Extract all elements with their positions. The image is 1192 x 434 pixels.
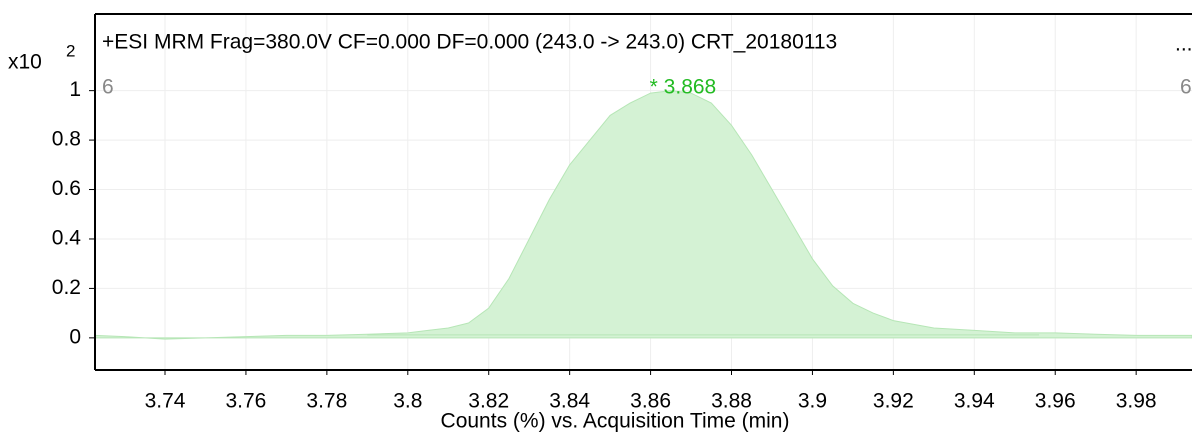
x-tick-label: 3.74 xyxy=(145,390,186,413)
y-tick-label: 0.6 xyxy=(52,177,81,200)
x-tick-label: 3.9 xyxy=(798,390,827,413)
plot-area xyxy=(94,14,1192,370)
x-tick-label: 3.94 xyxy=(954,390,995,413)
y-multiplier: x10 xyxy=(8,51,42,74)
x-tick-label: 3.98 xyxy=(1116,390,1157,413)
left-label: 6 xyxy=(102,76,114,99)
x-tick-label: 3.76 xyxy=(225,390,266,413)
x-tick-label: 3.8 xyxy=(393,390,422,413)
y-tick-label: 0.8 xyxy=(52,128,81,151)
x-tick-label: 3.96 xyxy=(1035,390,1076,413)
x-tick-label: 3.92 xyxy=(873,390,914,413)
y-tick-label: 0 xyxy=(69,325,81,348)
y-tick-label: 0.4 xyxy=(52,227,82,250)
x-axis-label: Counts (%) vs. Acquisition Time (min) xyxy=(441,410,790,433)
x-tick-label: 3.84 xyxy=(549,390,590,413)
chart-title: +ESI MRM Frag=380.0V CF=0.000 DF=0.000 (… xyxy=(102,31,837,54)
y-tick-label: 1 xyxy=(69,78,81,101)
peak-label: * 3.868 xyxy=(650,76,717,99)
x-tick-label: 3.86 xyxy=(630,390,671,413)
y-tick-label: 0.2 xyxy=(52,276,81,299)
x-tick-label: 3.82 xyxy=(468,390,509,413)
right-label: 6 xyxy=(1180,76,1192,99)
y-exponent: 2 xyxy=(66,41,75,60)
x-tick-label: 3.78 xyxy=(306,390,347,413)
area xyxy=(94,90,1192,340)
x-tick-label: 3.88 xyxy=(711,390,752,413)
title-more: ... xyxy=(1175,33,1192,56)
